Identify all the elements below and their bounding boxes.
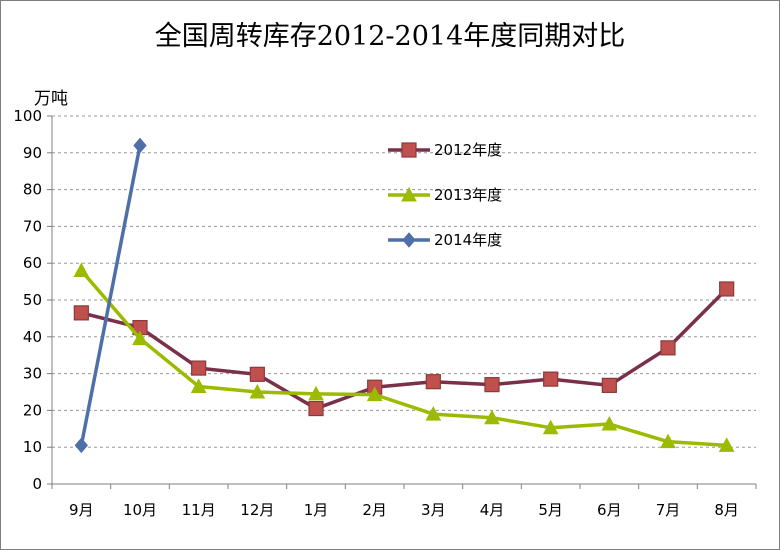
y-tick-label: 50 [23, 291, 42, 309]
data-point [660, 340, 676, 356]
x-tick-label: 8月 [714, 501, 739, 519]
x-tick-label: 1月 [304, 501, 329, 519]
x-tick-label: 3月 [421, 501, 446, 519]
y-tick-label: 10 [23, 438, 42, 456]
x-tick-label: 5月 [538, 501, 563, 519]
data-point [425, 374, 441, 390]
y-tick-label: 20 [23, 401, 42, 419]
data-point [660, 433, 676, 449]
series-2014年度 [74, 137, 147, 454]
gridlines [52, 115, 756, 448]
data-point [133, 137, 147, 154]
data-point [484, 377, 500, 393]
legend-marker [402, 232, 416, 248]
series-layer [73, 137, 735, 454]
data-point [601, 377, 617, 393]
data-point [132, 330, 148, 346]
data-point [308, 385, 324, 401]
axes [51, 116, 756, 485]
x-tick-label: 4月 [480, 501, 505, 519]
series-2012年度 [73, 281, 735, 417]
legend-label: 2012年度 [434, 141, 502, 159]
series-2013年度 [73, 262, 735, 452]
data-point [308, 400, 324, 417]
legend-marker [401, 186, 417, 202]
x-tick-label: 12月 [240, 501, 274, 519]
data-point [74, 437, 88, 454]
x-axis-ticks: 9月 10月 11月 12月 1月 2月 3月 4月 5月 6月 7月 8月 [51, 484, 757, 519]
x-tick-label: 10月 [123, 501, 157, 519]
y-tick-label: 70 [23, 217, 42, 235]
y-tick-label: 40 [23, 328, 42, 346]
legend-label: 2014年度 [434, 231, 502, 249]
x-tick-label: 9月 [69, 501, 94, 519]
legend-item: 2012年度 [388, 141, 502, 159]
data-point [249, 383, 266, 399]
data-point [73, 262, 90, 278]
y-tick-label: 90 [23, 144, 42, 162]
legend-label: 2013年度 [434, 186, 502, 204]
data-point [543, 371, 559, 387]
legend-item: 2014年度 [388, 231, 502, 249]
x-tick-label: 6月 [597, 501, 622, 519]
data-point [542, 419, 559, 435]
series-line [80, 269, 727, 448]
chart-title: 全国周转库存2012-2014年度同期对比 [154, 21, 626, 52]
data-point [190, 378, 207, 393]
legend-item: 2013年度 [388, 186, 502, 204]
y-axis-unit-label: 万吨 [34, 89, 68, 109]
data-point [366, 386, 383, 402]
legend-marker [401, 142, 417, 158]
y-tick-label: 100 [13, 107, 42, 125]
series-line [79, 145, 142, 446]
x-tick-label: 7月 [656, 501, 681, 519]
data-point [191, 360, 207, 376]
data-point [425, 406, 442, 421]
data-point [484, 409, 500, 425]
data-point [719, 281, 735, 297]
y-tick-label: 80 [23, 181, 42, 199]
y-tick-label: 60 [23, 254, 42, 272]
y-tick-label: 0 [32, 475, 42, 493]
data-point [601, 415, 618, 431]
data-point [249, 366, 265, 382]
x-tick-label: 2月 [362, 501, 387, 519]
series-line [80, 287, 728, 411]
data-point [73, 305, 89, 321]
legend: 2012年度 2013年度 2014年度 [388, 141, 502, 249]
y-axis-ticks: 0 10 20 30 40 50 60 70 80 90 100 [13, 107, 52, 493]
x-tick-label: 11月 [182, 501, 216, 519]
data-point [718, 437, 735, 452]
y-tick-label: 30 [23, 365, 42, 383]
